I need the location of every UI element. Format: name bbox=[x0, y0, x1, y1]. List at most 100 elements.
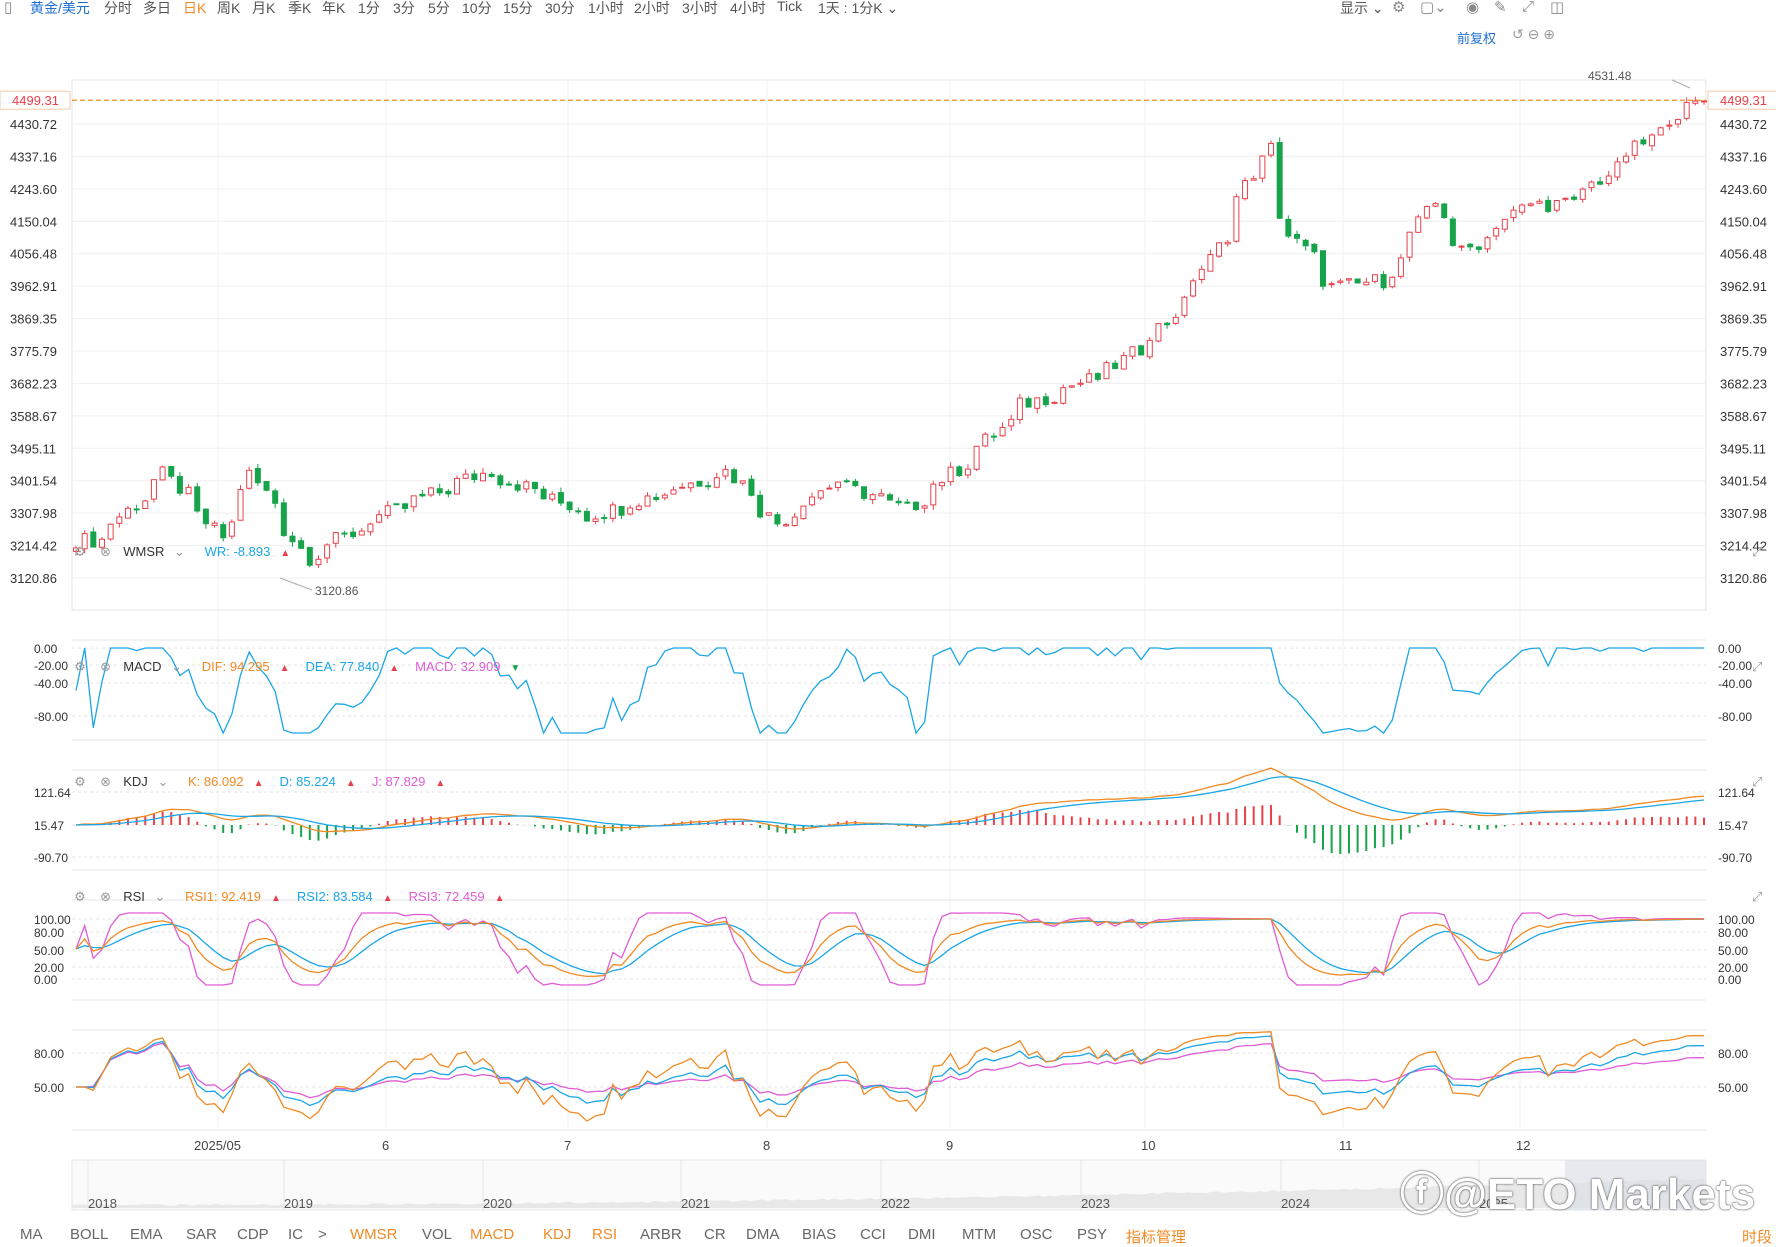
fullscreen-icon[interactable]: ⤢ bbox=[1522, 0, 1535, 15]
indicator-tab[interactable]: CDP bbox=[237, 1226, 269, 1243]
price-tick-right: 3775.79 bbox=[1720, 344, 1767, 359]
settings-icon[interactable]: ⚙ bbox=[1392, 0, 1406, 16]
indicator-tab[interactable]: DMI bbox=[908, 1226, 936, 1243]
camera-icon[interactable]: ◉ bbox=[1466, 0, 1480, 16]
price-tick-right: 4337.16 bbox=[1720, 149, 1767, 164]
indicator-tab[interactable]: WMSR bbox=[350, 1226, 398, 1243]
close-icon[interactable]: ⊗ bbox=[100, 774, 112, 789]
symbol-selector[interactable]: 黄金/美元 bbox=[30, 0, 90, 16]
settings-icon[interactable]: ⚙ bbox=[74, 544, 86, 559]
period-tab[interactable]: 日K bbox=[183, 0, 207, 16]
indicator-tab[interactable]: BOLL bbox=[70, 1226, 109, 1243]
period-tab[interactable]: 3分 bbox=[393, 0, 415, 16]
chevron-down-icon[interactable]: ⌄ bbox=[154, 889, 166, 904]
candle-body bbox=[1683, 101, 1690, 119]
period-tab[interactable]: 季K bbox=[288, 0, 312, 16]
zoom-out-icon[interactable]: ⊖ bbox=[1527, 26, 1540, 42]
adjust-selector[interactable]: 前复权 bbox=[1457, 31, 1497, 46]
candle-body bbox=[1302, 239, 1309, 247]
zoom-in-icon[interactable]: ⊕ bbox=[1543, 26, 1555, 42]
session-button[interactable]: 时段 bbox=[1742, 1229, 1773, 1246]
chevron-down-icon[interactable]: ⌄ bbox=[157, 774, 169, 789]
period-tab[interactable]: 1小时 bbox=[588, 0, 624, 16]
close-icon[interactable]: ⊗ bbox=[100, 544, 112, 559]
period-tab[interactable]: 30分 bbox=[545, 0, 575, 16]
indicator-tab[interactable]: OSC bbox=[1020, 1226, 1053, 1243]
period-tab[interactable]: 多日 bbox=[143, 0, 171, 16]
candle-body bbox=[168, 465, 175, 477]
period-tab[interactable]: 3小时 bbox=[682, 0, 718, 16]
kdj-values: K: 86.092 ▲ D: 85.224 ▲ J: 87.829 ▲ bbox=[178, 774, 451, 789]
indicator-tab[interactable]: CCI bbox=[860, 1226, 886, 1243]
indicator-tab[interactable]: DMA bbox=[746, 1226, 780, 1243]
period-tab[interactable]: 年K bbox=[322, 0, 346, 16]
indicator-tab[interactable]: VOL bbox=[422, 1226, 453, 1243]
indicator-tab[interactable]: PSY bbox=[1077, 1226, 1108, 1243]
undo-icon[interactable]: ↺ bbox=[1512, 26, 1524, 42]
expand-icon[interactable]: ⤢ bbox=[1752, 659, 1763, 674]
indicator-tab[interactable]: KDJ bbox=[543, 1226, 572, 1243]
candle-body bbox=[289, 535, 296, 543]
indicator-value: RSI1: 92.419 bbox=[185, 889, 261, 904]
navigator-year: 2018 bbox=[88, 1196, 117, 1211]
pencil-icon[interactable]: ✎ bbox=[1494, 0, 1507, 16]
wmsr-tick-left: 0.00 bbox=[34, 642, 58, 656]
candle-body bbox=[176, 476, 183, 494]
candle-body bbox=[1553, 200, 1560, 211]
indicator-tab[interactable]: CR bbox=[704, 1226, 726, 1243]
price-tick-left: 3307.98 bbox=[10, 506, 57, 521]
navigator-year: 2024 bbox=[1281, 1196, 1310, 1211]
indicator-tab[interactable]: > bbox=[318, 1226, 327, 1243]
chevron-down-icon[interactable]: ⌄ bbox=[174, 544, 185, 559]
candle-body bbox=[488, 473, 495, 477]
period-tab[interactable]: 月K bbox=[252, 0, 276, 16]
period-tab[interactable]: 15分 bbox=[503, 0, 533, 16]
indicator-tab[interactable]: MA bbox=[20, 1226, 43, 1243]
sidebar-icon[interactable]: ◫ bbox=[1550, 0, 1565, 16]
macd-tick-right: -90.70 bbox=[1718, 851, 1752, 865]
chevron-down-icon[interactable]: ⌄ bbox=[171, 659, 183, 674]
candle-body bbox=[670, 489, 677, 495]
indicator-tab[interactable]: MTM bbox=[962, 1226, 997, 1243]
indicator-tab[interactable]: ARBR bbox=[640, 1226, 682, 1243]
settings-icon[interactable]: ⚙ bbox=[74, 889, 86, 904]
expand-icon[interactable]: ⤢ bbox=[1752, 544, 1763, 559]
candle-body bbox=[1164, 322, 1171, 326]
settings-icon[interactable]: ⚙ bbox=[74, 659, 86, 674]
toolbar: ▯ 黄金/美元 分时 多日 日K 周K 月K 季K 年K 1分 3分 5分 10分 15分 30分 1小时… bbox=[0, 0, 1776, 18]
candle-body bbox=[1120, 354, 1127, 370]
candle-body bbox=[800, 505, 807, 520]
indicator-tab[interactable]: 指标管理 bbox=[1126, 1229, 1187, 1246]
display-menu[interactable]: 显示 ⌄ bbox=[1340, 0, 1384, 18]
candle-body bbox=[505, 483, 512, 486]
expand-icon[interactable]: ⤢ bbox=[1752, 889, 1763, 904]
indicator-tab[interactable]: RSI bbox=[592, 1226, 618, 1243]
period-tab[interactable]: 分时 bbox=[104, 0, 132, 16]
period-tab[interactable]: 1分 bbox=[358, 0, 380, 16]
period-tab[interactable]: Tick bbox=[777, 0, 803, 14]
wmsr-header: ⚙ ⊗ WMSR ⌄ WR: -8.893 ▲ bbox=[72, 544, 302, 564]
indicator-tab[interactable]: EMA bbox=[130, 1226, 163, 1243]
wmsr-tick-right: -40.00 bbox=[1718, 677, 1752, 691]
candle-body bbox=[1519, 204, 1526, 213]
expand-icon[interactable]: ⤢ bbox=[1752, 774, 1763, 789]
candle-body bbox=[938, 482, 945, 487]
period-tab[interactable]: 周K bbox=[217, 0, 241, 16]
close-icon[interactable]: ⊗ bbox=[100, 659, 112, 674]
period-tab[interactable]: 10分 bbox=[462, 0, 492, 16]
period-tab[interactable]: 5分 bbox=[428, 0, 450, 16]
candle-body bbox=[185, 486, 192, 495]
period-tab[interactable]: 4小时 bbox=[730, 0, 766, 16]
candle-body bbox=[1605, 175, 1612, 184]
period-tab[interactable]: 2小时 bbox=[634, 0, 670, 16]
layout-icon[interactable]: ▢⌄ bbox=[1420, 0, 1447, 16]
indicator-tab[interactable]: SAR bbox=[186, 1226, 217, 1243]
close-icon[interactable]: ⊗ bbox=[100, 889, 112, 904]
panel-icon[interactable]: ▯ bbox=[4, 0, 13, 16]
indicator-tab[interactable]: MACD bbox=[470, 1226, 515, 1243]
indicator-tab[interactable]: BIAS bbox=[802, 1226, 837, 1243]
indicator-tab[interactable]: IC bbox=[288, 1226, 303, 1243]
settings-icon[interactable]: ⚙ bbox=[74, 774, 86, 789]
range-selector[interactable]: 1天 : 1分K ⌄ bbox=[818, 0, 898, 18]
